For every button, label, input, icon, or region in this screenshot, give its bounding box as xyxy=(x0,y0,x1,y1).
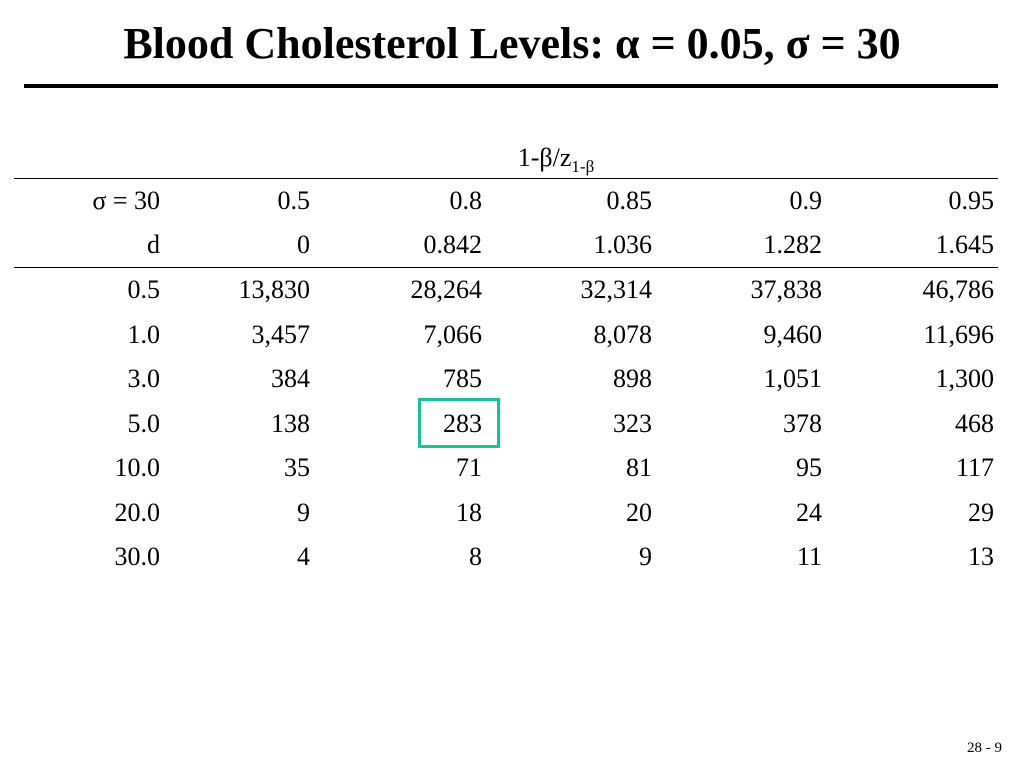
table-cell: 8,078 xyxy=(593,319,653,349)
table-row: 10.0 35 71 81 95 117 xyxy=(14,446,998,491)
table-cell: 46,786 xyxy=(922,275,995,304)
header-cell: 1.645 xyxy=(826,223,998,268)
row-label-cell: 30.0 xyxy=(114,542,161,571)
row-label-cell: 20.0 xyxy=(114,497,161,527)
table-cell: 8 xyxy=(469,542,482,571)
header-cell: d xyxy=(14,223,164,268)
row-label-cell: 0.5 xyxy=(127,275,161,304)
header-cell: 1.036 xyxy=(486,223,656,268)
table-cell: 384 xyxy=(271,364,310,393)
table-cell: 4 xyxy=(297,542,310,571)
row-label-cell: 1.0 xyxy=(127,319,161,349)
table-cell: 3,457 xyxy=(251,319,311,349)
table-row: 1.0 3,457 7,066 8,078 9,460 11,696 xyxy=(14,313,998,358)
table-cell: 81 xyxy=(626,453,652,482)
table-cell: 9 xyxy=(639,542,652,571)
table-cell: 11 xyxy=(796,542,822,571)
header-subscript-text: 1-β xyxy=(571,157,595,176)
sample-size-table-container: σ = 30 0.5 0.8 0.85 0.9 0.95 d 0 0.842 1… xyxy=(14,178,998,580)
table-cell: 13 xyxy=(968,542,994,571)
table-cell: 468 xyxy=(955,408,994,438)
table-cell: 95 xyxy=(796,453,822,482)
table-row: 30.0 4 8 9 11 13 xyxy=(14,535,998,580)
header-cell: σ = 30 xyxy=(14,178,164,223)
header-cell: 0.5 xyxy=(164,178,314,223)
table-cell: 37,838 xyxy=(750,275,823,304)
table-cell: 785 xyxy=(443,364,482,393)
table-cell: 138 xyxy=(271,408,310,438)
row-label-cell: 3.0 xyxy=(127,364,161,393)
header-cell: 0 xyxy=(164,223,314,268)
table-cell: 32,314 xyxy=(580,275,653,304)
table-cell: 11,696 xyxy=(923,319,994,349)
table-cell: 9 xyxy=(297,497,310,527)
header-cell: 0.8 xyxy=(314,178,486,223)
table-cell: 378 xyxy=(783,408,822,438)
row-label-cell: 5.0 xyxy=(127,408,161,438)
sample-size-table: σ = 30 0.5 0.8 0.85 0.9 0.95 d 0 0.842 1… xyxy=(14,178,998,580)
table-column-group-header: 1-β/z1-β xyxy=(14,140,1024,179)
table-cell: 1,051 xyxy=(763,364,823,393)
table-cell: 898 xyxy=(613,364,652,393)
table-cell: 35 xyxy=(284,453,310,482)
page-number: 28 - 9 xyxy=(967,740,1002,756)
table-cell: 18 xyxy=(456,497,482,527)
table-cell: 9,460 xyxy=(763,319,823,349)
table-cell: 20 xyxy=(626,497,652,527)
table-cell: 1,300 xyxy=(935,364,995,393)
table-row: 5.0 138 283 323 378 468 xyxy=(14,402,998,447)
header-cell: 0.95 xyxy=(826,178,998,223)
table-row: 20.0 9 18 20 24 29 xyxy=(14,491,998,536)
table-cell: 323 xyxy=(613,408,652,438)
header-row-z: d 0 0.842 1.036 1.282 1.645 xyxy=(14,223,998,268)
table-row: 3.0 384 785 898 1,051 1,300 xyxy=(14,357,998,402)
table-cell: 117 xyxy=(955,453,994,482)
table-cell: 28,264 xyxy=(410,275,483,304)
row-label-cell: 10.0 xyxy=(114,453,161,482)
table-cell: 71 xyxy=(456,453,482,482)
table-cell: 29 xyxy=(968,497,994,527)
table-cell: 13,830 xyxy=(238,275,311,304)
highlighted-table-cell: 283 xyxy=(443,408,482,438)
highlight-box xyxy=(418,398,500,448)
table-cell: 24 xyxy=(796,497,822,527)
title-underline xyxy=(24,84,998,88)
table-row: 0.5 13,830 28,264 32,314 37,838 46,786 xyxy=(14,268,998,313)
slide-title: Blood Cholesterol Levels: α = 0.05, σ = … xyxy=(123,19,901,68)
header-cell: 1.282 xyxy=(656,223,826,268)
header-main-text: 1-β/z xyxy=(517,143,572,172)
header-cell: 0.842 xyxy=(314,223,486,268)
header-cell: 0.9 xyxy=(656,178,826,223)
table-cell: 7,066 xyxy=(423,319,483,349)
header-row-power: σ = 30 0.5 0.8 0.85 0.9 0.95 xyxy=(14,178,998,223)
header-cell: 0.85 xyxy=(486,178,656,223)
